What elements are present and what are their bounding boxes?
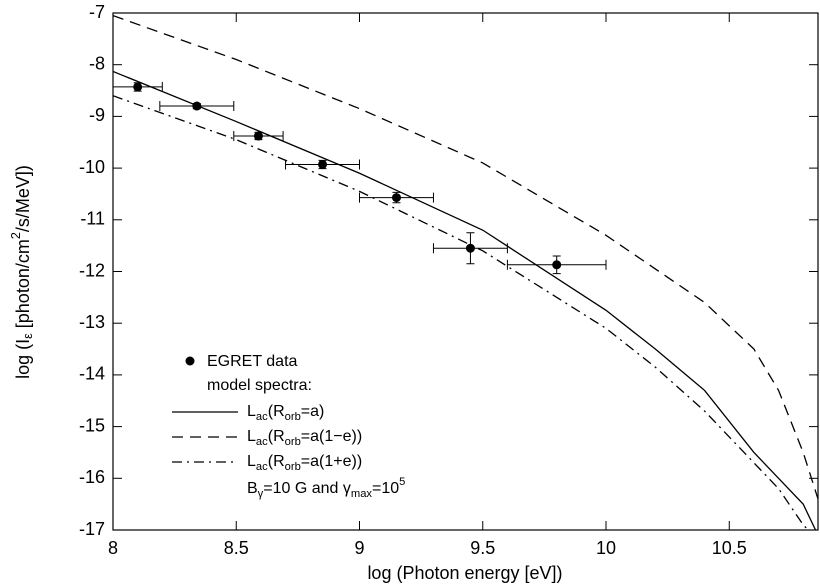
legend-label: EGRET data — [207, 353, 298, 370]
y-tick-label: -17 — [79, 519, 105, 539]
legend-label: Lac(Rorb=a) — [247, 403, 324, 423]
legend-marker — [185, 356, 195, 366]
x-tick-label: 9.5 — [470, 538, 495, 558]
data-point — [192, 101, 202, 111]
text-run: =a(1+e)) — [301, 453, 362, 470]
data-point — [465, 243, 475, 253]
model-line — [113, 14, 818, 500]
subscript: ac — [256, 436, 268, 448]
text-run: L — [247, 403, 256, 420]
superscript: 2 — [9, 232, 23, 239]
text-run: (R — [268, 453, 285, 470]
text-run: =10 G and γ — [263, 480, 351, 497]
model-line — [113, 70, 817, 530]
text-run: (R — [268, 403, 285, 420]
subscript: γ — [258, 488, 264, 500]
text-run: /s/MeV]) — [13, 165, 33, 232]
text-run: =a(1−e)) — [301, 428, 362, 445]
y-tick-label: -11 — [80, 209, 105, 229]
y-tick-label: -14 — [79, 364, 105, 384]
subscript: orb — [285, 461, 301, 473]
legend-label: Lac(Rorb=a(1+e)) — [247, 453, 362, 473]
legend-heading: model spectra: — [207, 377, 312, 394]
y-tick-label: -12 — [79, 260, 105, 280]
x-tick-label: 8.5 — [224, 538, 249, 558]
superscript: 5 — [399, 476, 405, 488]
text-run: (R — [268, 428, 285, 445]
model-line — [113, 95, 809, 530]
data-point — [391, 193, 401, 203]
x-tick-label: 8 — [108, 538, 118, 558]
y-tick-label: -10 — [79, 157, 105, 177]
data-point — [318, 159, 328, 169]
text-run: log (I — [13, 339, 33, 379]
subscript: orb — [285, 436, 301, 448]
subscript: orb — [285, 411, 301, 423]
x-tick-label: 10 — [596, 538, 616, 558]
x-tick-label: 9 — [354, 538, 364, 558]
text-run: [photon/cm — [13, 239, 33, 333]
subscript: ac — [256, 411, 268, 423]
x-axis-label: log (Photon energy [eV]) — [367, 563, 562, 583]
x-tick-label: 10.5 — [712, 538, 747, 558]
data-point — [133, 82, 143, 92]
y-tick-label: -15 — [79, 415, 105, 435]
annotation: Bγ=10 G and γmax=105 — [247, 476, 405, 500]
data-point — [552, 260, 562, 270]
y-tick-label: -9 — [89, 105, 105, 125]
text-run: L — [247, 453, 256, 470]
y-tick-label: -8 — [89, 53, 105, 73]
subscript: ε — [21, 333, 35, 339]
legend-label: Lac(Rorb=a(1−e)) — [247, 428, 362, 448]
plot-frame — [112, 12, 819, 531]
text-run: =a) — [301, 403, 325, 420]
text-run: B — [247, 480, 258, 497]
text-run: L — [247, 428, 256, 445]
y-axis-label: log (Iε [photon/cm2/s/MeV]) — [9, 165, 35, 379]
y-tick-label: -13 — [79, 312, 105, 332]
subscript: ac — [256, 461, 268, 473]
y-tick-label: -16 — [79, 467, 105, 487]
subscript: max — [351, 488, 373, 500]
data-point — [253, 131, 263, 141]
text-run: =10 — [372, 480, 399, 497]
y-tick-label: -7 — [89, 2, 105, 22]
